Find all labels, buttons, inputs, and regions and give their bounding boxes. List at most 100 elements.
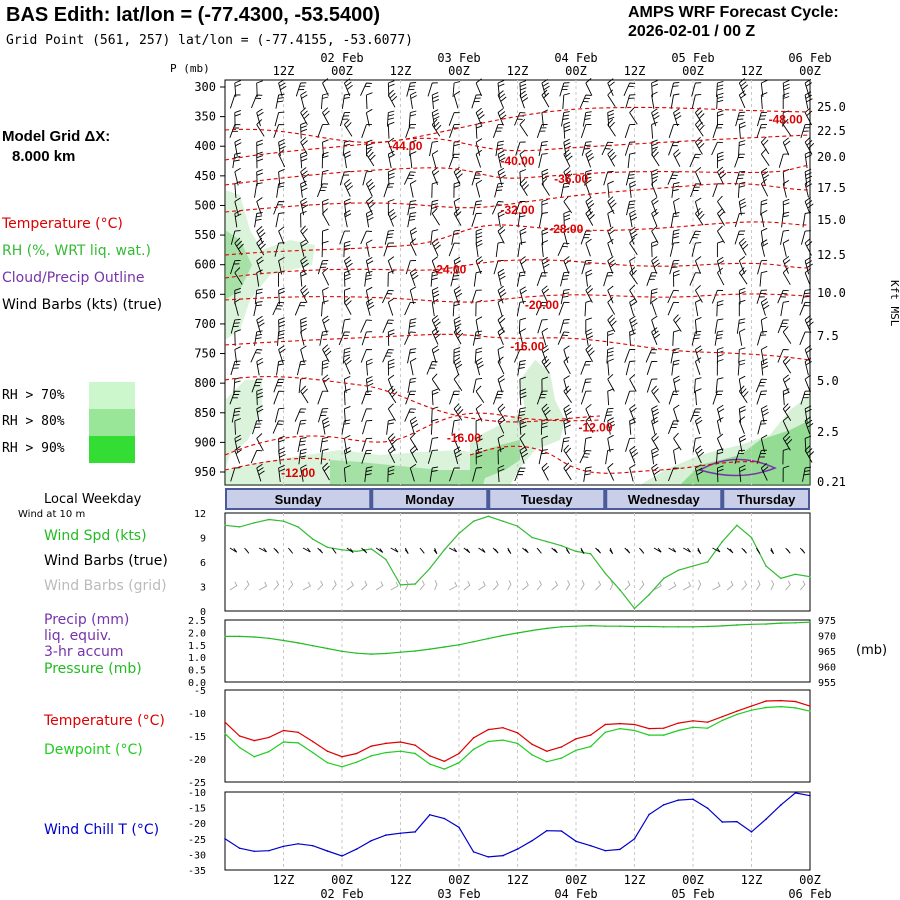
wind-barb: [716, 465, 724, 483]
pressure-tick-label: 850: [194, 406, 216, 420]
wind-barb: [607, 89, 616, 108]
surface-wind-barb: [683, 547, 691, 553]
surface-wind-barb: [317, 547, 323, 554]
data-point: [750, 709, 753, 712]
wind-barb: [756, 289, 768, 304]
wind-barb: [300, 137, 308, 155]
grid-wind-barb: [536, 580, 542, 591]
wind-barb: [782, 448, 790, 465]
wind-barb: [582, 111, 592, 127]
top-hour-label: 00Z: [565, 64, 587, 78]
bottom-hour-label: 12Z: [624, 873, 646, 887]
kft-tick-label: 0.21: [817, 475, 846, 489]
data-point: [750, 623, 753, 626]
wind-barb: [387, 208, 397, 227]
wind-barb: [802, 466, 812, 482]
data-point: [311, 751, 314, 754]
wind-barb: [585, 344, 595, 362]
top-hour-label: 00Z: [448, 64, 470, 78]
wind-barb: [760, 239, 769, 257]
top-date-label: 02 Feb: [320, 51, 363, 65]
isotherm-label: -12.00: [578, 421, 612, 435]
data-point: [794, 621, 797, 624]
surface-wind-barb: [551, 547, 558, 554]
wind-barb: [497, 375, 505, 393]
weekday-label: Monday: [405, 492, 455, 507]
wind-barb: [364, 270, 373, 287]
wind-barb: [760, 92, 768, 110]
wind-barb: [321, 228, 329, 246]
wind-barb: [541, 345, 549, 363]
bottom-date-label: 02 Feb: [320, 887, 363, 900]
wind-barb: [738, 78, 748, 96]
wind-barb: [777, 289, 789, 304]
wind-barb: [669, 242, 680, 257]
grid-wind-barb: [302, 581, 311, 591]
wind-barb: [300, 107, 310, 126]
wind-barb: [691, 242, 702, 257]
wind-barb: [494, 182, 504, 198]
wind-barb: [519, 90, 529, 109]
data-point: [502, 739, 504, 741]
surface-wind-barb: [229, 547, 238, 553]
wind-barb: [716, 404, 725, 423]
data-point: [736, 820, 738, 823]
surface-wind-barb: [463, 547, 471, 554]
wind-barb: [760, 298, 770, 316]
data-point: [589, 624, 592, 627]
data-point: [311, 644, 314, 647]
wind-barb: [256, 388, 264, 406]
wind-barb: [403, 171, 416, 185]
wind-barb: [453, 316, 462, 334]
wind-barb: [427, 82, 438, 97]
data-point: [311, 740, 314, 743]
wind-barb: [321, 359, 329, 376]
rh-area-3: [225, 450, 470, 485]
wind-barb: [276, 182, 285, 198]
wind-barb: [429, 140, 439, 157]
data-point: [399, 832, 402, 834]
panel-tick-label: -20: [188, 755, 206, 766]
data-point: [385, 751, 387, 754]
wind-barb: [629, 266, 638, 285]
rh-area-8: [680, 420, 810, 485]
data-point: [443, 548, 446, 551]
wind-barb: [580, 124, 592, 139]
data-point: [443, 817, 446, 820]
data-point: [706, 561, 709, 563]
wind-barb: [782, 388, 790, 406]
wind-barb: [519, 118, 529, 137]
wind-barb: [607, 256, 617, 274]
wind-barb: [563, 167, 573, 185]
pressure-tick-label: 960: [818, 663, 836, 674]
wind-barb: [497, 356, 505, 375]
wind-barb: [799, 301, 811, 316]
rh-swatch-70: [89, 382, 135, 409]
data-point: [560, 830, 563, 832]
wind-barb: [651, 463, 660, 482]
wind-barb: [343, 388, 351, 406]
data-point: [779, 622, 782, 624]
wind-barb: [387, 137, 395, 156]
wind-barb: [431, 181, 439, 198]
isotherm-label: -44.00: [388, 139, 422, 153]
wind-barb: [717, 195, 726, 214]
wind-barb: [777, 319, 789, 334]
data-point: [341, 548, 343, 551]
wind-barb: [474, 347, 483, 364]
wind-barb: [673, 270, 680, 287]
wind-barb: [256, 80, 263, 98]
wind-barb: [715, 448, 724, 465]
top-hour-label: 00Z: [682, 64, 704, 78]
wind-barb: [361, 390, 373, 405]
surface-wind-barb: [507, 547, 512, 554]
grid-wind-barb: [273, 580, 280, 591]
wind-barb: [343, 256, 353, 274]
wind-barb: [689, 408, 702, 422]
data-point: [692, 798, 694, 800]
grid-wind-barb: [785, 580, 791, 591]
wind-barb: [695, 136, 705, 155]
wind-barb: [538, 449, 548, 465]
wind-barb: [513, 349, 526, 363]
surface-wind-barb: [712, 547, 721, 553]
